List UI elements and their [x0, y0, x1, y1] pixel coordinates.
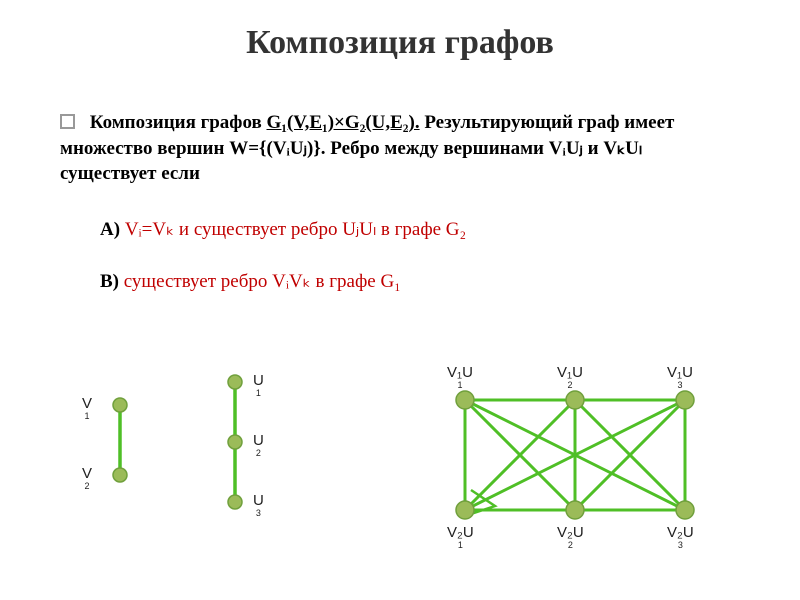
graph-node	[456, 391, 474, 409]
node-label: V₂U3	[667, 524, 694, 550]
node-label: V₂U1	[447, 524, 474, 550]
nodes-layer	[113, 375, 694, 519]
graph-node	[676, 391, 694, 409]
graph-node	[566, 501, 584, 519]
cond-b-red: существует ребро VᵢVₖ в графе G₁	[124, 271, 401, 292]
slide-title: Композиция графов	[0, 0, 800, 62]
graph-node	[113, 468, 127, 482]
graph-node	[566, 391, 584, 409]
slide: Композиция графов Композиция графов G₁(V…	[0, 0, 800, 600]
graph-node	[113, 398, 127, 412]
graph-node	[676, 501, 694, 519]
node-label: V₁U3	[667, 364, 693, 390]
bullet-paragraph: Композиция графов G₁(V,E₁)×G₂(U,E₂). Рез…	[60, 110, 740, 187]
graph-node	[228, 495, 242, 509]
graph-node	[228, 435, 242, 449]
bullet-marker-icon	[60, 114, 75, 129]
bullet-text: Композиция графов G₁(V,E₁)×G₂(U,E₂). Рез…	[60, 112, 674, 184]
condition-b: B) существует ребро VᵢVₖ в графе G₁	[100, 270, 740, 293]
cond-a-red: Vᵢ=Vₖ и существует ребро UⱼUₗ в графе G₂	[125, 219, 466, 240]
node-label: U3	[253, 492, 264, 518]
graph-node	[228, 375, 242, 389]
node-label: V₁U1	[447, 364, 473, 390]
bullet-prefix: Композиция графов	[90, 112, 267, 133]
node-label: V₂U2	[557, 524, 584, 550]
node-label: V1	[82, 395, 92, 421]
graph-node	[456, 501, 474, 519]
node-label: U1	[253, 372, 264, 398]
edges-layer	[120, 382, 685, 514]
node-label: U2	[253, 432, 264, 458]
node-label: V2	[82, 465, 92, 491]
cond-a-label: A)	[100, 219, 125, 240]
node-label: V₁U2	[557, 364, 583, 390]
graphs-area: V1 V2 U1 U2 U3 V₁U1 V₁U2 V₁U3 V₂U1 V₂U2 V₂U3	[0, 350, 800, 590]
cond-b-label: B)	[100, 271, 124, 292]
bullet-formula: G₁(V,E₁)×G₂(U,E₂).	[267, 112, 420, 133]
condition-a: A) Vᵢ=Vₖ и существует ребро UⱼUₗ в графе…	[100, 218, 740, 241]
